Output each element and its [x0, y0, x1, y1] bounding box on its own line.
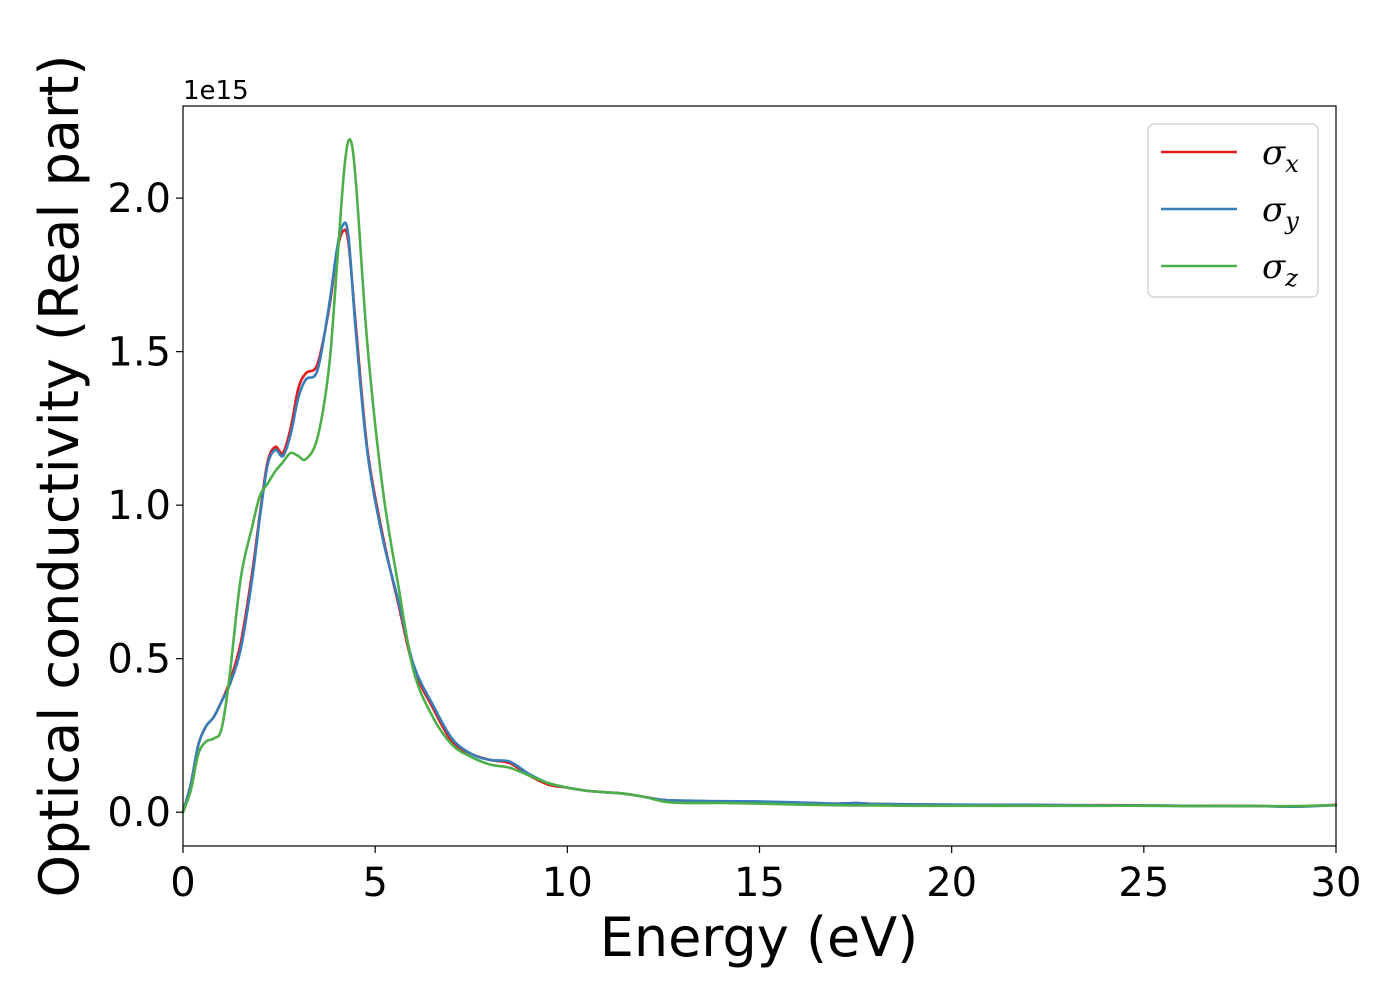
legend-label-z: σz: [1262, 247, 1298, 292]
legend-subscript: z: [1284, 264, 1298, 292]
x-tick-label: 20: [926, 860, 977, 906]
x-tick-label: 15: [734, 860, 785, 906]
x-axis: 0 5 10 15 20 25 30: [170, 846, 1361, 906]
x-tick-label: 10: [542, 860, 593, 906]
x-tick-label: 25: [1118, 860, 1169, 906]
y-tick-label: 2.0: [107, 176, 171, 222]
y-tick-label: 1.0: [107, 483, 171, 529]
x-axis-title: Energy (eV): [600, 906, 919, 969]
legend-label-x: σx: [1262, 133, 1299, 178]
y-tick-label: 1.5: [107, 330, 171, 376]
y-axis: 0.0 0.5 1.0 1.5 2.0: [107, 176, 183, 836]
legend-symbol: σ: [1262, 133, 1286, 173]
legend-box: [1147, 123, 1319, 298]
series-line-z: [181, 138, 1338, 814]
series-layer: [181, 138, 1338, 814]
legend-subscript: x: [1285, 150, 1299, 178]
legend-symbol: σ: [1262, 247, 1286, 287]
legend-subscript: y: [1284, 207, 1299, 235]
x-tick-label: 0: [170, 860, 195, 906]
x-tick-label: 30: [1311, 860, 1362, 906]
y-axis-title: Optical conductivity (Real part): [28, 55, 91, 898]
y-tick-label: 0.5: [107, 637, 171, 683]
y-tick-label: 0.0: [107, 790, 171, 836]
y-offset-label: 1e15: [183, 76, 249, 106]
legend-label-y: σy: [1262, 190, 1299, 235]
x-tick-label: 5: [362, 860, 387, 906]
legend-symbol: σ: [1262, 190, 1286, 230]
